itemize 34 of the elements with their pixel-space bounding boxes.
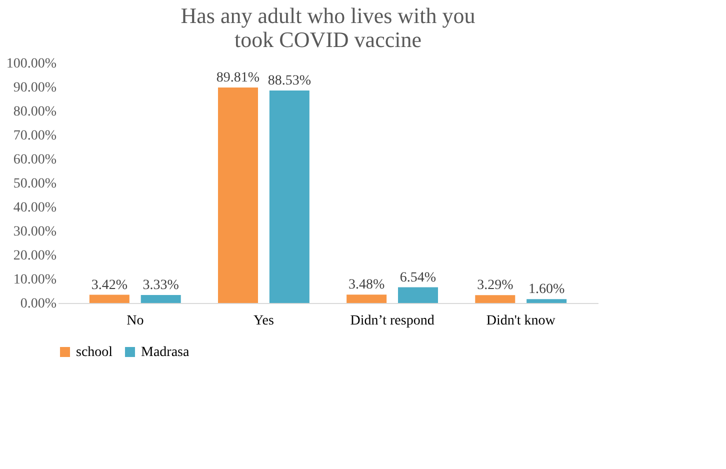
y-tick-label: 60.00% [13, 152, 57, 168]
x-tick-label: Didn't know [486, 314, 556, 328]
x-tick-label: Didn’t respond [350, 314, 434, 328]
data-label: 6.54% [400, 270, 436, 286]
y-tick-label: 80.00% [13, 104, 57, 120]
data-label: 1.60% [528, 282, 565, 298]
x-tick-label: Yes [254, 314, 274, 328]
data-label: 3.29% [477, 278, 514, 294]
bar [398, 287, 438, 303]
bar [269, 90, 310, 303]
data-label: 3.33% [142, 278, 180, 294]
y-tick-label: 40.00% [13, 200, 57, 216]
legend-label: Madrasa [141, 345, 190, 360]
bar [140, 295, 181, 303]
chart-title: Has any adult who lives with you took COVID vaccine [180, 3, 476, 52]
bar [346, 294, 387, 303]
bar [475, 295, 516, 303]
data-label: 3.48% [348, 278, 385, 293]
data-label: 3.42% [91, 278, 128, 293]
data-label: 88.53% [268, 74, 312, 89]
y-tick-label: 30.00% [13, 224, 57, 240]
x-tick-label: No [126, 314, 144, 328]
bar [218, 87, 258, 303]
y-tick-label: 50.00% [13, 176, 57, 192]
bar [526, 299, 567, 303]
y-tick-label: 10.00% [13, 272, 57, 288]
legend-label: school [76, 345, 113, 360]
bar [89, 294, 130, 303]
data-label: 89.81% [216, 70, 260, 86]
y-tick-label: 20.00% [13, 248, 57, 264]
y-tick-label: 90.00% [13, 80, 57, 96]
y-tick-label: 0.00% [20, 296, 57, 312]
y-tick-label: 70.00% [13, 128, 57, 144]
y-tick-label: 100.00% [6, 56, 57, 72]
